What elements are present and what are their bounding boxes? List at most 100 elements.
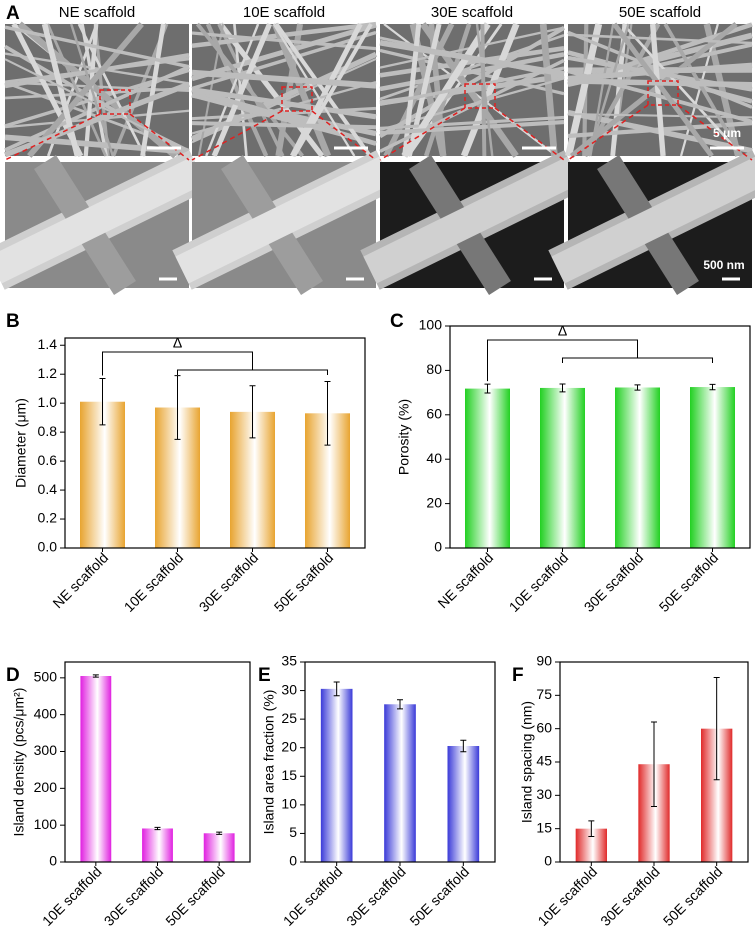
error-bar <box>174 375 181 440</box>
fiber <box>191 30 377 91</box>
y-tick-label: 0 <box>544 853 552 869</box>
fiber <box>271 22 332 158</box>
fiber <box>379 115 565 130</box>
significance-bracket <box>487 339 713 382</box>
plot-frame <box>304 661 496 863</box>
fiber <box>175 156 393 284</box>
y-tick-label: 60 <box>536 719 552 735</box>
zoom-line <box>191 110 283 161</box>
fiber <box>195 22 304 158</box>
bar <box>80 675 112 862</box>
fiber <box>663 23 744 157</box>
fiber <box>460 22 520 158</box>
panel-label: A <box>6 3 20 24</box>
x-tick-label: 50E scaffold <box>162 863 228 929</box>
fiber <box>612 22 714 158</box>
fiber <box>475 23 494 157</box>
error-bar <box>154 826 161 831</box>
y-tick-label: 75 <box>536 686 552 702</box>
x-tick-label: NE scaffold <box>49 549 111 611</box>
scale-label: 5 μm <box>713 126 741 140</box>
error-bar <box>484 383 491 394</box>
y-tick-label: 1.4 <box>38 336 58 352</box>
bar <box>540 387 585 548</box>
y-axis-label: Island density (pcs/μm²) <box>11 688 27 837</box>
y-tick-label: 35 <box>281 653 297 669</box>
zoom-line <box>311 110 377 161</box>
bar <box>384 704 416 862</box>
x-tick-label: 30E scaffold <box>581 549 647 615</box>
y-tick-label: 15 <box>281 767 297 783</box>
fiber <box>0 156 206 284</box>
fiber <box>289 22 363 158</box>
fiber <box>567 33 753 45</box>
column-title: NE scaffold <box>59 4 135 21</box>
fiber <box>621 23 744 157</box>
error-bar <box>634 384 641 391</box>
fiber <box>140 23 166 157</box>
fiber <box>379 45 565 78</box>
fiber <box>46 23 107 157</box>
zoom-line <box>494 107 565 161</box>
y-tick-label: 20 <box>426 494 442 510</box>
bar <box>615 387 660 548</box>
x-tick-label: 30E scaffold <box>196 549 262 615</box>
fiber <box>205 23 269 157</box>
y-tick-label: 60 <box>426 406 442 422</box>
fiber <box>379 120 565 136</box>
x-tick-label: 30E scaffold <box>597 863 663 929</box>
panel-label: C <box>390 311 404 332</box>
zoom-box <box>99 89 131 115</box>
error-bar <box>651 721 657 807</box>
x-tick-label: 10E scaffold <box>280 863 346 929</box>
fiber <box>191 69 377 89</box>
panel-label: B <box>6 311 20 332</box>
y-tick-label: 0.8 <box>38 423 58 439</box>
y-tick-label: 200 <box>34 779 58 795</box>
y-tick-label: 20 <box>281 738 297 754</box>
y-axis-label: Island spacing (nm) <box>519 701 535 823</box>
y-tick-label: 100 <box>419 317 443 333</box>
error-bar <box>249 385 256 439</box>
fiber <box>191 121 377 130</box>
fiber <box>205 23 260 157</box>
fiber <box>292 23 373 157</box>
fiber <box>4 81 190 158</box>
y-tick-label: 0.6 <box>38 452 58 468</box>
error-bar <box>216 831 223 835</box>
fiber <box>41 23 81 157</box>
y-tick-label: 90 <box>536 653 552 669</box>
y-tick-label: 100 <box>34 816 58 832</box>
y-tick-label: 400 <box>34 705 58 721</box>
fiber <box>551 156 755 284</box>
y-axis-label: Island area fraction (%) <box>261 690 277 835</box>
zoom-line <box>677 104 753 161</box>
fiber <box>27 22 144 158</box>
error-bar <box>324 380 331 446</box>
fiber <box>70 23 114 157</box>
bar <box>690 387 735 548</box>
fiber <box>539 23 558 157</box>
error-bar <box>460 739 467 753</box>
column-title: 50E scaffold <box>619 4 701 21</box>
bar <box>447 746 480 862</box>
fiber <box>17 21 178 159</box>
bar <box>465 388 510 548</box>
fiber <box>4 52 190 85</box>
y-axis-label: Diameter (μm) <box>13 398 29 488</box>
fiber <box>4 25 190 69</box>
y-axis-label: Porosity (%) <box>396 399 412 475</box>
scale-label: 500 nm <box>703 258 744 272</box>
fiber <box>274 22 372 158</box>
fiber <box>567 78 753 88</box>
significance-bracket <box>102 351 328 376</box>
y-tick-label: 40 <box>426 450 442 466</box>
plot-frame <box>64 337 366 549</box>
bar <box>203 833 235 862</box>
bar <box>80 401 125 548</box>
y-tick-label: 25 <box>281 710 297 726</box>
y-tick-label: 0 <box>49 853 57 869</box>
panel-label: F <box>512 665 524 686</box>
fiber <box>567 62 753 82</box>
